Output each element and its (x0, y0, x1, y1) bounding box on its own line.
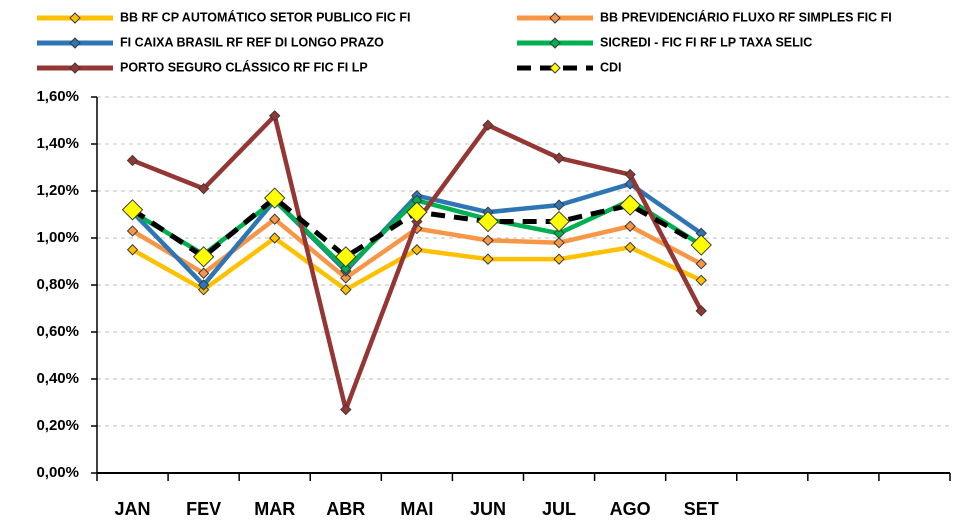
data-point (340, 262, 352, 275)
legend-label: BB RF CP AUTOMÁTICO SETOR PUBLICO FIC FI (120, 9, 411, 24)
data-point (548, 210, 570, 233)
data-point (269, 110, 281, 122)
legend-marker (69, 37, 81, 49)
data-point (126, 244, 139, 256)
x-tick-label: SET (684, 499, 719, 519)
legend-marker (69, 62, 81, 74)
legend-label: BB PREVIDENCIÁRIO FLUXO RF SIMPLES FIC F… (600, 9, 892, 24)
y-tick-label: 0,40% (36, 370, 79, 387)
data-point (264, 187, 286, 209)
data-point (269, 213, 281, 225)
data-point (482, 253, 494, 265)
x-tick-label: JUL (542, 499, 576, 519)
data-point (197, 182, 210, 195)
legend-label: CDI (600, 60, 622, 74)
data-point (411, 244, 423, 256)
x-tick-label: MAR (254, 499, 295, 519)
data-point (553, 227, 565, 240)
y-tick-label: 1,00% (36, 229, 79, 246)
x-tick-label: JAN (115, 499, 151, 519)
data-point (406, 201, 428, 223)
y-tick-label: 0,60% (36, 323, 79, 340)
data-point (624, 168, 636, 181)
data-point (340, 283, 352, 296)
data-point (126, 154, 139, 167)
y-tick-label: 1,40% (36, 135, 79, 152)
data-point (619, 194, 641, 216)
y-tick-label: 0,20% (36, 417, 79, 434)
data-point (192, 246, 215, 268)
y-tick-label: 0,80% (36, 276, 79, 293)
data-point (197, 279, 210, 291)
data-point (126, 225, 139, 237)
data-point (482, 119, 494, 131)
y-tick-label: 1,60% (36, 88, 79, 105)
data-point (553, 152, 565, 164)
data-point (553, 236, 565, 249)
data-point (340, 272, 352, 284)
data-point (482, 234, 494, 247)
legend-marker (549, 62, 561, 74)
y-tick-label: 1,20% (36, 182, 79, 199)
x-tick-label: ABR (326, 499, 365, 519)
data-point (695, 258, 707, 270)
x-tick-label: JUN (470, 499, 506, 519)
data-point (695, 274, 707, 287)
data-point (553, 253, 565, 265)
data-point (335, 246, 357, 268)
legend-marker (549, 37, 561, 49)
legend-label: SICREDI - FIC FI RF LP TAXA SELIC (600, 35, 812, 49)
data-point (695, 305, 707, 317)
data-point (197, 267, 210, 279)
x-tick-label: FEV (186, 499, 221, 519)
legend-label: FI CAIXA BRASIL RF REF DI LONGO PRAZO (120, 35, 384, 49)
data-point (624, 220, 636, 232)
data-point (624, 241, 636, 254)
x-tick-label: AGO (610, 499, 651, 519)
data-point (553, 199, 565, 211)
data-point (121, 199, 144, 221)
y-tick-label: 0,00% (36, 464, 79, 481)
x-tick-label: MAI (400, 499, 433, 519)
data-point (269, 232, 281, 244)
legend-label: PORTO SEGURO CLÁSSICO RF FIC FI LP (120, 59, 368, 74)
data-point (340, 403, 352, 416)
data-point (690, 234, 712, 256)
data-point (477, 210, 499, 233)
legend-marker (549, 12, 561, 24)
legend-marker (69, 12, 81, 24)
